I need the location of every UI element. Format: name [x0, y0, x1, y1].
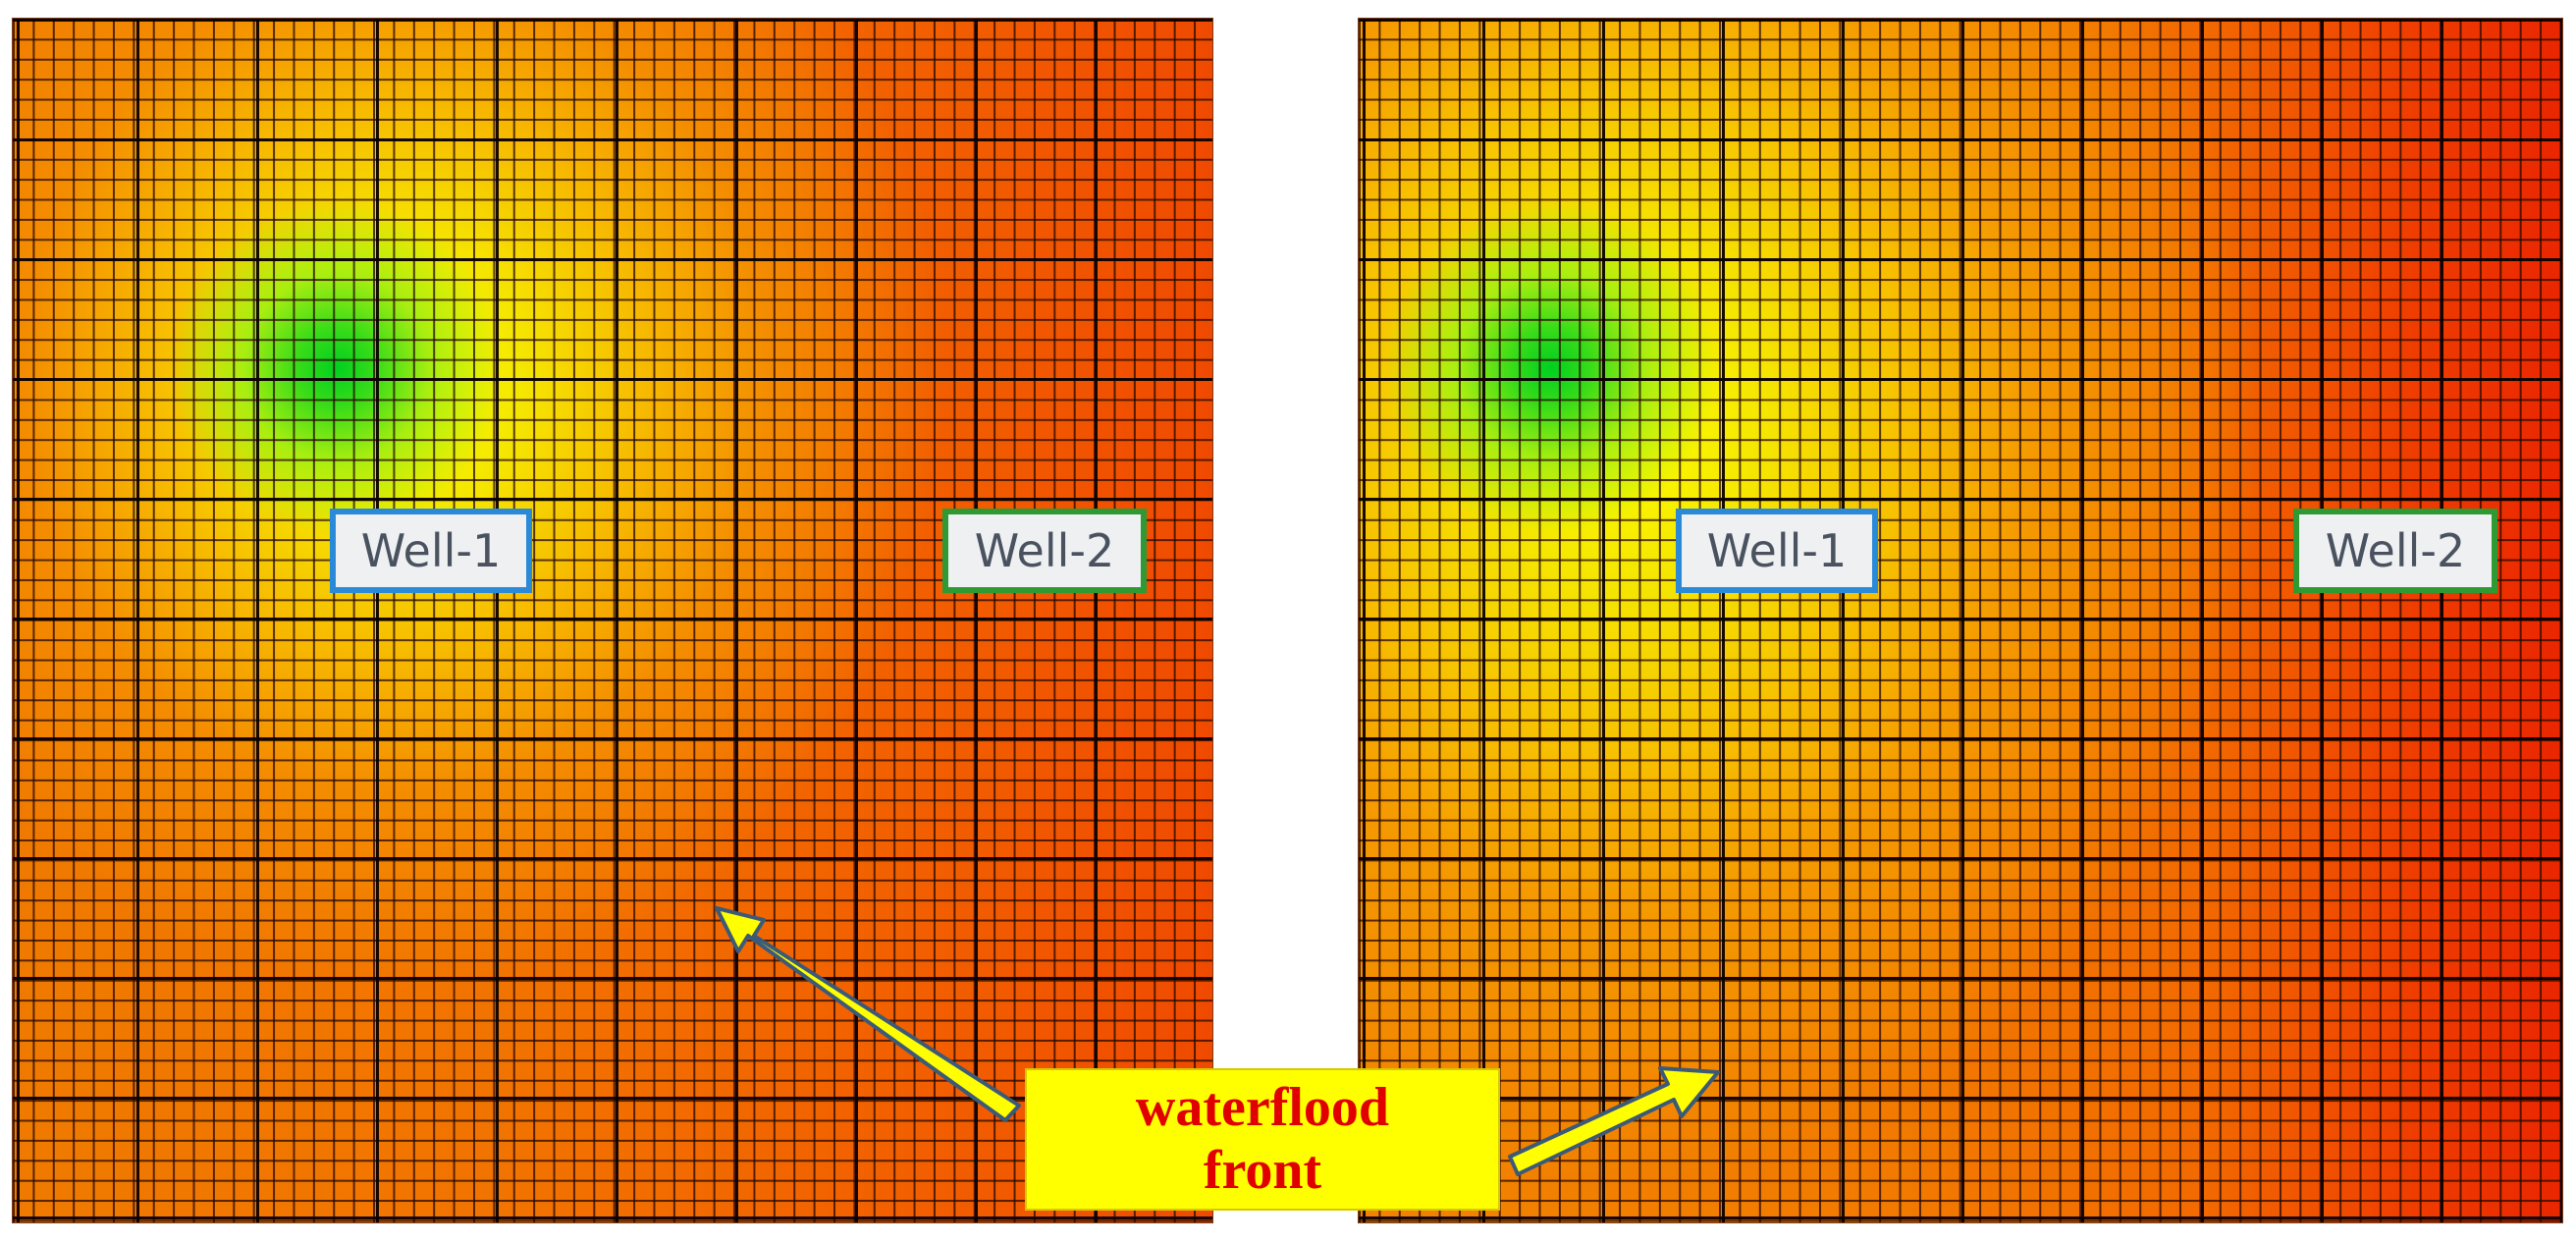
well-2-label-left: Well-2: [942, 509, 1147, 593]
well-1-label-right: Well-1: [1676, 509, 1878, 593]
coarse-grid: [1359, 19, 2562, 1222]
callout-line-2: front: [1203, 1140, 1322, 1201]
arrow-right-icon: [1508, 1066, 1720, 1176]
right-saturation-map: [1358, 18, 2563, 1223]
waterflood-front-callout: waterflood front: [1025, 1068, 1500, 1211]
coarse-grid: [13, 19, 1212, 1222]
well-1-label-left: Well-1: [330, 509, 532, 593]
left-saturation-map: [12, 18, 1213, 1223]
callout-line-1: waterflood: [1135, 1077, 1390, 1138]
arrow-left-icon: [715, 906, 1021, 1122]
well-2-label-right: Well-2: [2293, 509, 2497, 593]
